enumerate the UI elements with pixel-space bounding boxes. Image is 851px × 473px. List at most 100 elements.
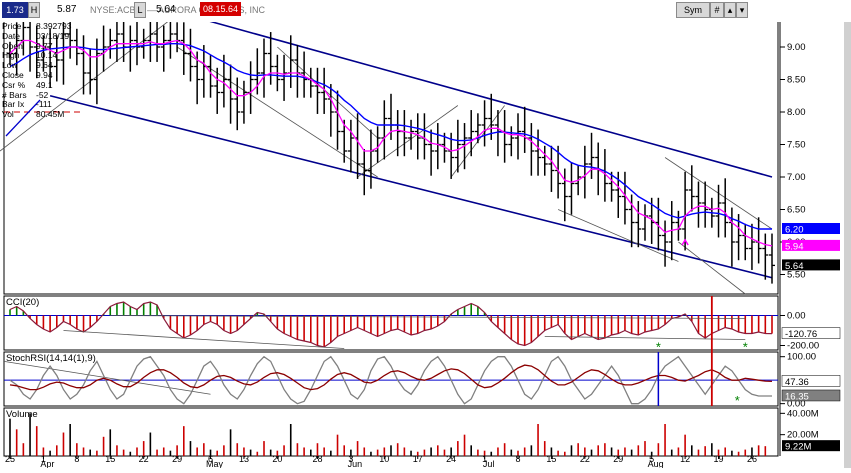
ohlc-bar [60,19,67,85]
ohlc-bar [762,233,769,280]
ohlc-bar [47,28,54,88]
stoch-value-box [781,389,841,402]
volume-value-text: 9.22M [785,442,811,453]
sym-button[interactable]: Sym [676,2,710,18]
cci-star-marker: * [743,340,748,355]
x-month-label: May [206,459,224,468]
x-tick-label: 1 [482,454,487,464]
price-tick-label: 8.00 [787,107,806,118]
info-row: Close 9.94 [2,69,78,81]
ohlc-bar [234,77,241,131]
ohlc-bar [240,80,247,124]
volume-tick-label: 40.00M [787,408,819,419]
ohlc-bar [301,51,308,98]
x-tick-label: 28 [312,454,322,464]
price-label-box [782,239,840,251]
ohlc-bar [261,38,267,98]
ohlc-bar [508,126,515,157]
info-value: 9.64 [36,60,53,71]
panel-frame-stoch [3,351,779,407]
ohlc-bar [515,113,521,160]
arrow-up-button[interactable]: ▴ [724,2,736,18]
ohlc-bar [374,126,381,163]
x-tick-label: 24 [446,454,456,464]
info-row: Date 03/18/19 [2,30,78,42]
price-tick-label: 8.50 [787,75,806,86]
ohlc-bar [53,35,60,82]
ma-fast-line [9,39,773,247]
magenta-caret [681,238,689,246]
ohlc-bar [695,181,702,228]
low-letter-box[interactable]: L [134,2,146,18]
hash-button[interactable]: # [710,2,724,18]
info-key: Close [2,69,24,80]
ohlc-bar [361,149,368,196]
ohlc-bar [147,15,154,62]
cci-tick-label: -200.00 [787,341,819,352]
ohlc-bar [207,54,214,98]
chart-title: NYSE:ACB.D — AURORA CANNABIS, INC [90,5,266,15]
info-value: 80.45M [36,109,65,120]
ohlc-bar [347,119,354,173]
info-key: Csr % [2,79,26,90]
ohlc-bar [227,64,234,124]
price-label-text: 6.20 [785,225,804,236]
stoch-value-text: 16.35 [785,391,809,402]
ohlc-bar [588,132,595,179]
cci-star-marker: * [656,340,661,355]
trendline-thin [557,209,679,262]
arrow-down-button[interactable]: ▾ [736,2,748,18]
x-tick-label: 29 [613,454,623,464]
ohlc-bar [548,145,555,192]
ohlc-bar [635,201,642,248]
price-label-box [782,259,840,271]
info-row: Open 9.77 [2,40,78,52]
price-tick-label: 7.50 [787,140,806,151]
ohlc-bar [341,119,348,163]
trendline-thin [678,241,746,295]
info-value: 9.77 [36,40,53,51]
ohlc-bar [481,100,488,147]
info-key: Bar Ix [2,99,25,110]
ohlc-bar [454,119,461,173]
info-row: Csr % 49.1 [2,79,78,91]
x-tick-label: 3 [348,454,353,464]
ohlc-bar [535,129,542,176]
ohlc-bar [187,28,194,82]
price-tick-label: 6.50 [787,205,806,216]
info-value: -111 [36,99,52,110]
ohlc-bar [220,54,227,108]
price-label-box [782,223,840,234]
ohlc-bar [608,171,615,202]
ohlc-bar [662,220,669,267]
price-tick-label: 7.00 [787,172,806,183]
x-tick-label: 25 [5,454,15,464]
x-month-label: Jun [348,459,363,468]
info-key: Date [2,30,20,41]
cci-trendline [110,315,746,319]
x-tick-label: 6 [208,454,213,464]
symbol-value-box[interactable]: 1.73 [2,2,28,18]
volume-tick-label: 20.00M [787,430,819,441]
ohlc-bar [488,93,495,140]
ohlc-bar [13,22,20,75]
ohlc-bar [722,178,729,238]
cci-line [9,301,773,348]
info-value: -52 [36,89,49,100]
stoch-signal-line [9,364,773,391]
stoch-trendline [3,360,211,395]
stoch-star-marker: * [735,393,740,408]
red-value-box: 08.15.64 [200,2,242,16]
x-tick-label: 13 [239,454,249,464]
symbol-letter-box[interactable]: H [28,2,40,18]
ohlc-bar [702,181,709,228]
overlay-line [5,99,41,137]
cci-tick-label: 0.00 [787,311,806,322]
ohlc-bar [134,19,140,66]
x-tick-label: 26 [747,454,757,464]
ohlc-bar [561,168,568,222]
ohlc-bar [267,32,274,85]
cci-trendline [63,330,345,349]
ohlc-bar [769,233,775,284]
